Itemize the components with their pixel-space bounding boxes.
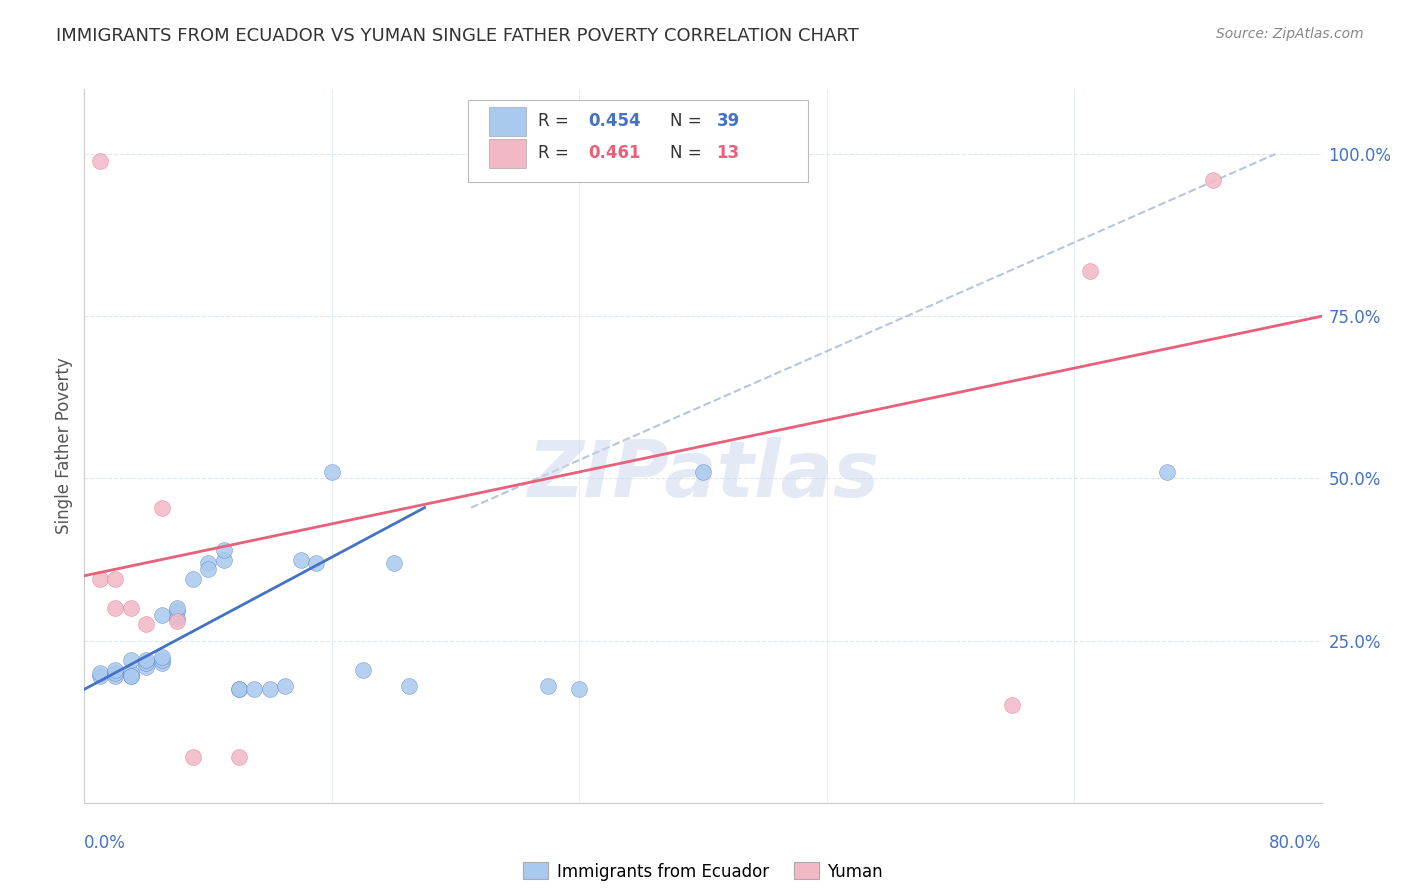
Point [135,617,157,632]
Point [181,572,204,586]
Point [1202,173,1225,187]
Point [104,663,127,677]
Bar [489,107,526,136]
Point [1156,465,1178,479]
Point [382,556,405,570]
Point [228,682,250,697]
Point [104,601,127,615]
Point [290,552,312,566]
Point [104,669,127,683]
Point [150,653,173,667]
Text: 13: 13 [717,145,740,162]
Point [166,604,188,618]
Text: 0.461: 0.461 [588,145,640,162]
Point [150,500,173,515]
Point [150,657,173,671]
Point [135,659,157,673]
Point [89,669,111,683]
Point [135,657,157,671]
Point [89,572,111,586]
Point [120,653,142,667]
Point [274,679,297,693]
Text: 80.0%: 80.0% [1270,834,1322,852]
Point [197,562,219,576]
Point [1001,698,1024,713]
Point [120,666,142,681]
Point [212,542,235,557]
Point [398,679,420,693]
Point [181,750,204,764]
Text: Source: ZipAtlas.com: Source: ZipAtlas.com [1216,27,1364,41]
Point [537,679,560,693]
Point [120,669,142,683]
Text: ZIPatlas: ZIPatlas [527,436,879,513]
Point [166,601,188,615]
Point [692,465,714,479]
Point [305,556,328,570]
Point [120,669,142,683]
Text: R =: R = [538,112,575,130]
Text: 0.0%: 0.0% [84,834,127,852]
Point [166,611,188,625]
Point [197,556,219,570]
Point [212,552,235,566]
Point [243,682,266,697]
Point [568,682,591,697]
Y-axis label: Single Father Poverty: Single Father Poverty [55,358,73,534]
Bar [489,139,526,168]
Point [89,666,111,681]
Text: R =: R = [538,145,575,162]
FancyBboxPatch shape [468,100,808,182]
Point [150,607,173,622]
Point [89,153,111,168]
Text: 0.454: 0.454 [588,112,641,130]
Text: 39: 39 [717,112,740,130]
Point [228,750,250,764]
Point [104,572,127,586]
Point [1078,264,1101,278]
Text: N =: N = [669,145,706,162]
Point [150,649,173,664]
Point [166,614,188,628]
Text: IMMIGRANTS FROM ECUADOR VS YUMAN SINGLE FATHER POVERTY CORRELATION CHART: IMMIGRANTS FROM ECUADOR VS YUMAN SINGLE … [56,27,859,45]
Point [321,465,343,479]
Point [352,663,374,677]
Point [104,666,127,681]
Point [135,653,157,667]
Text: N =: N = [669,112,706,130]
Point [259,682,281,697]
Point [228,682,250,697]
Point [120,601,142,615]
Legend: Immigrants from Ecuador, Yuman: Immigrants from Ecuador, Yuman [516,855,890,888]
